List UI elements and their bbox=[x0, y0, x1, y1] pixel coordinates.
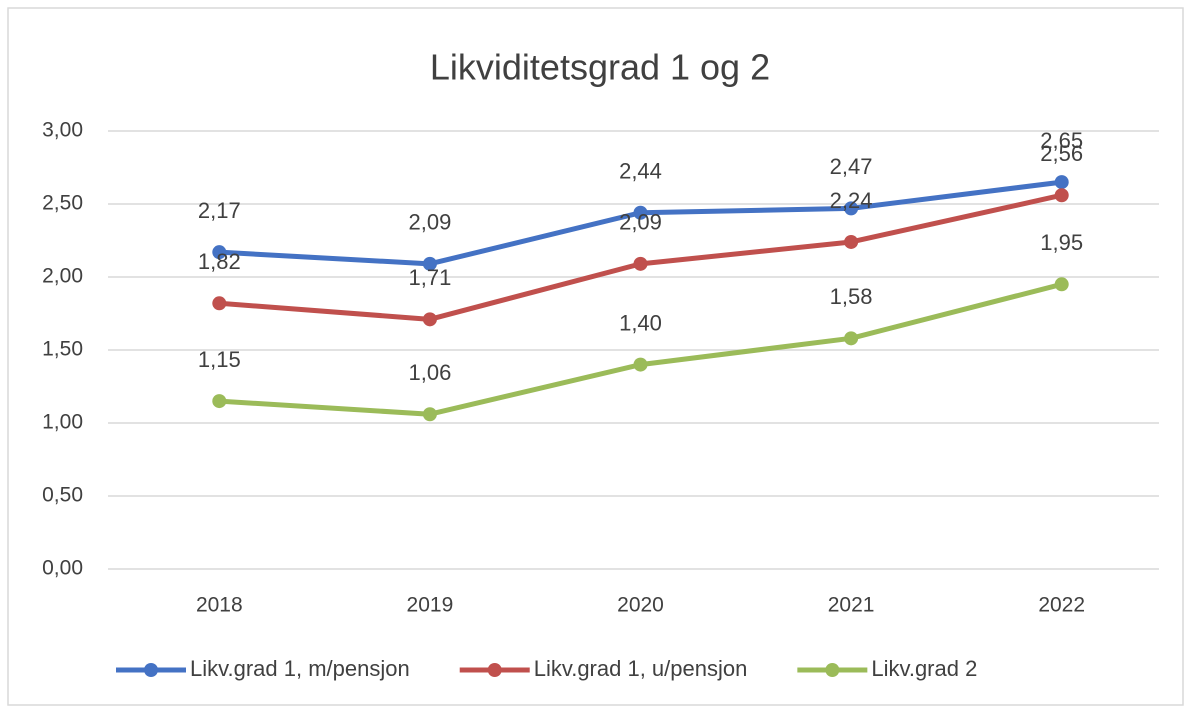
series-marker bbox=[212, 296, 227, 311]
data-label: 1,58 bbox=[830, 284, 873, 309]
y-tick-label: 2,50 bbox=[42, 192, 83, 215]
series-marker bbox=[212, 394, 227, 409]
data-label: 2,47 bbox=[830, 154, 873, 179]
legend-label: Likv.grad 1, u/pensjon bbox=[534, 656, 748, 681]
data-label: 1,06 bbox=[408, 360, 451, 385]
series-marker bbox=[212, 245, 227, 260]
series-marker bbox=[633, 357, 648, 372]
x-tick-label: 2020 bbox=[617, 594, 664, 617]
legend-marker bbox=[825, 663, 840, 677]
data-label: 1,40 bbox=[619, 310, 662, 335]
data-label: 2,17 bbox=[198, 198, 241, 223]
series-marker bbox=[422, 407, 437, 422]
series-marker bbox=[1054, 175, 1069, 190]
x-tick-label: 2021 bbox=[828, 594, 875, 617]
series-marker bbox=[844, 201, 859, 216]
x-tick-label: 2019 bbox=[407, 594, 454, 617]
legend-marker bbox=[487, 663, 502, 677]
legend-marker bbox=[144, 663, 158, 677]
legend-label: Likv.grad 1, m/pensjon bbox=[190, 656, 410, 681]
series-marker bbox=[633, 256, 648, 271]
series-marker bbox=[844, 234, 859, 249]
data-label: 2,09 bbox=[408, 210, 451, 235]
data-label: 1,15 bbox=[198, 347, 241, 372]
y-tick-label: 0,50 bbox=[42, 484, 83, 507]
series-marker bbox=[422, 256, 437, 271]
series-marker bbox=[1054, 277, 1069, 292]
x-tick-label: 2022 bbox=[1038, 594, 1085, 617]
chart-title: Likviditetsgrad 1 og 2 bbox=[430, 47, 770, 88]
data-label: 2,65 bbox=[1040, 128, 1083, 153]
series-marker bbox=[422, 312, 437, 327]
chart-border bbox=[7, 7, 1184, 706]
data-label: 1,82 bbox=[198, 249, 241, 274]
x-tick-label: 2018 bbox=[196, 594, 243, 617]
y-tick-label: 2,00 bbox=[42, 265, 83, 288]
data-label: 2,56 bbox=[1040, 141, 1083, 166]
legend-label: Likv.grad 2 bbox=[871, 656, 977, 681]
y-tick-label: 0,00 bbox=[42, 557, 83, 580]
data-label: 2,24 bbox=[830, 188, 873, 213]
y-tick-label: 3,00 bbox=[42, 119, 83, 142]
data-label: 1,71 bbox=[408, 265, 451, 290]
data-label: 2,09 bbox=[619, 210, 662, 235]
series-marker bbox=[633, 205, 648, 220]
data-label: 2,44 bbox=[619, 159, 662, 184]
data-label: 1,95 bbox=[1040, 230, 1083, 255]
series-marker bbox=[1054, 188, 1069, 203]
y-tick-label: 1,00 bbox=[42, 411, 83, 434]
series-marker bbox=[844, 331, 859, 346]
y-tick-label: 1,50 bbox=[42, 338, 83, 361]
